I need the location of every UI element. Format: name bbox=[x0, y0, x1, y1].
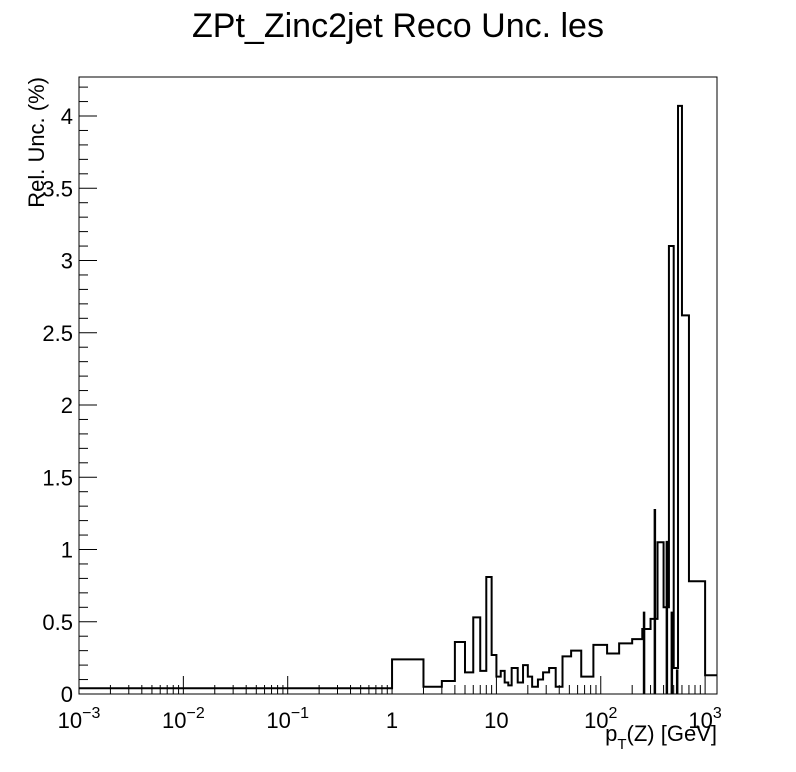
chart-title: ZPt_Zinc2jet Reco Unc. les bbox=[192, 7, 604, 45]
x-tick-label: 10−1 bbox=[266, 705, 309, 733]
x-axis-label: pT(Z) [GeV] bbox=[605, 721, 717, 753]
x-tick-label: 102 bbox=[584, 705, 617, 733]
x-tick-label: 1 bbox=[386, 708, 398, 733]
y-tick-label: 1.5 bbox=[42, 465, 73, 490]
axis-tick-labels: 0 0.5 1 1.5 2 2.5 3 3.5 4 10−3 10−2 10−1 1 10 102 103 bbox=[42, 104, 721, 733]
y-tick-label: 3 bbox=[61, 249, 73, 274]
x-axis-label-rest: (Z) [GeV] bbox=[627, 721, 717, 746]
x-axis-label-sub: T bbox=[617, 736, 626, 753]
x-tick-label: 10 bbox=[484, 708, 508, 733]
y-tick-label: 2 bbox=[61, 393, 73, 418]
plot-frame bbox=[78, 76, 718, 695]
y-tick-label: 4 bbox=[61, 104, 73, 129]
y-tick-label: 0.5 bbox=[42, 610, 73, 635]
y-tick-label: 1 bbox=[61, 538, 73, 563]
y-tick-label: 2.5 bbox=[42, 321, 73, 346]
x-tick-label: 10−2 bbox=[162, 705, 205, 733]
y-tick-label: 3.5 bbox=[42, 176, 73, 201]
y-tick-label: 0 bbox=[61, 682, 73, 707]
histogram-line bbox=[79, 104, 717, 690]
x-tick-label: 103 bbox=[688, 705, 721, 733]
y-axis-label: Rel. Unc. (%) bbox=[24, 77, 49, 208]
axis-ticks bbox=[78, 86, 706, 695]
histogram-marks bbox=[79, 104, 717, 694]
x-tick-label: 10−3 bbox=[58, 705, 101, 733]
x-axis-label-main: p bbox=[605, 721, 617, 746]
